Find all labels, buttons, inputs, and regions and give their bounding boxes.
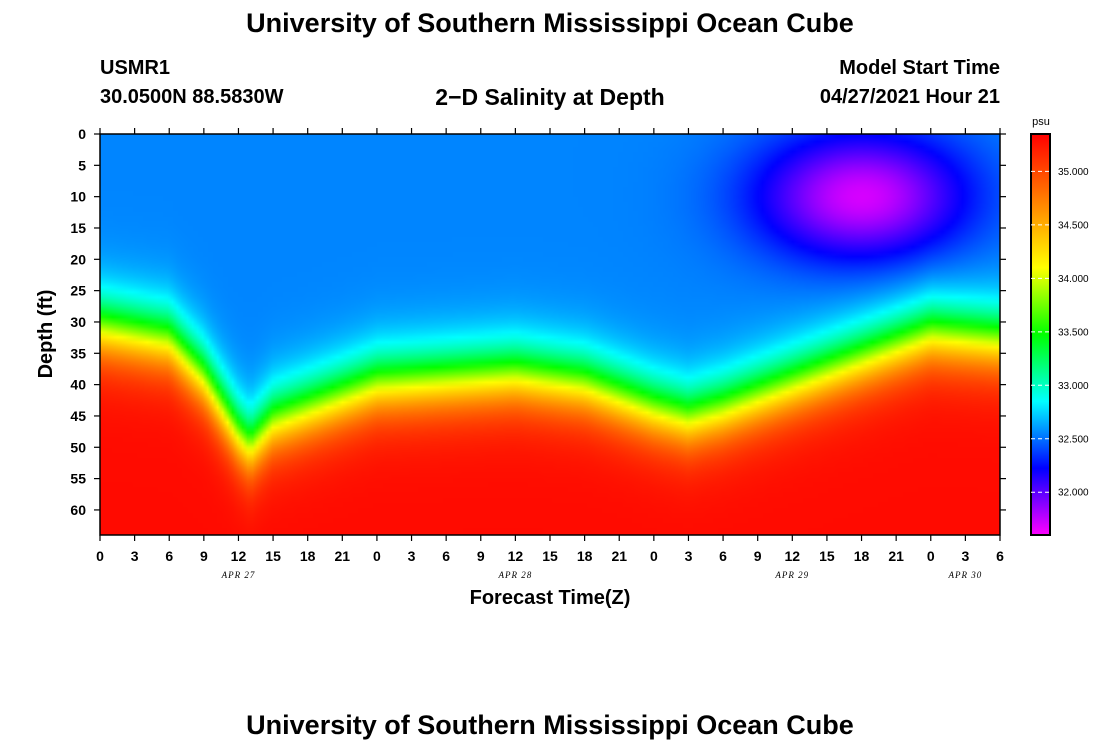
y-tick-label: 5 [78,157,86,173]
page-title-top: University of Southern Mississippi Ocean… [246,8,854,38]
y-tick-label: 60 [70,502,86,518]
page-title-bottom: University of Southern Mississippi Ocean… [246,710,854,740]
x-tick-label: 15 [819,548,835,564]
x-axis-label: Forecast Time(Z) [470,587,631,609]
x-tick-label: 0 [373,548,381,564]
x-tick-label: 0 [927,548,935,564]
y-tick-label: 55 [70,471,86,487]
x-tick-label: 12 [785,548,801,564]
colorbar-tick-label: 35.000 [1058,167,1089,178]
x-tick-label: 12 [231,548,247,564]
model-start-label: Model Start Time [839,57,1000,79]
colorbar: psu 32.000 32.500 33.000 33.500 34.000 34.500… [1030,116,1089,536]
x-tick-label: 21 [888,548,904,564]
date-label: APR 27 [221,570,256,580]
y-tick-label: 40 [70,377,86,393]
x-tick-label: 3 [408,548,416,564]
x-tick-label: 18 [854,548,870,564]
x-tick-label: 15 [265,548,281,564]
x-tick-label: 9 [200,548,208,564]
x-tick-label: 21 [611,548,627,564]
colorbar-tick-label: 32.500 [1058,434,1089,445]
colorbar-tick-label: 34.500 [1058,220,1089,231]
y-tick-label: 20 [70,251,86,267]
y-tick-label: 25 [70,283,86,299]
y-axis-label: Depth (ft) [35,290,57,379]
colorbar-tick-label: 32.000 [1058,488,1089,499]
x-tick-label: 9 [477,548,485,564]
y-tick-label: 10 [70,189,86,205]
station-coords: 30.0500N 88.5830W [100,86,284,108]
x-tick-label: 6 [442,548,450,564]
x-tick-label: 6 [719,548,727,564]
x-tick-label: 0 [96,548,104,564]
x-tick-label: 6 [996,548,1004,564]
x-tick-label: 6 [165,548,173,564]
plot-title: 2−D Salinity at Depth [435,84,665,110]
x-tick-label: 12 [508,548,524,564]
y-tick-label: 0 [78,126,86,142]
x-tick-label: 21 [335,548,351,564]
x-tick-label: 15 [542,548,558,564]
x-tick-label: 0 [650,548,658,564]
model-start-value: 04/27/2021 Hour 21 [819,86,1000,108]
salinity-heatmap [100,134,1000,535]
x-tick-label: 3 [685,548,693,564]
x-tick-label: 18 [577,548,593,564]
x-tick-label: 9 [754,548,762,564]
date-label: APR 30 [948,570,983,580]
x-tick-label: 3 [961,548,969,564]
date-label: APR 28 [498,570,533,580]
colorbar-tick-label: 34.000 [1058,274,1089,285]
station-id: USMR1 [100,57,171,79]
x-tick-label: 3 [131,548,139,564]
colorbar-unit: psu [1032,116,1050,128]
date-label: APR 29 [774,570,809,580]
y-tick-label: 15 [70,220,86,236]
colorbar-tick-label: 33.000 [1058,381,1089,392]
y-tick-label: 35 [70,345,86,361]
colorbar-tick-label: 33.500 [1058,327,1089,338]
y-tick-label: 45 [70,408,86,424]
y-tick-label: 50 [70,439,86,455]
y-tick-label: 30 [70,314,86,330]
colorbar-ramp [1030,133,1051,536]
x-tick-label: 18 [300,548,316,564]
